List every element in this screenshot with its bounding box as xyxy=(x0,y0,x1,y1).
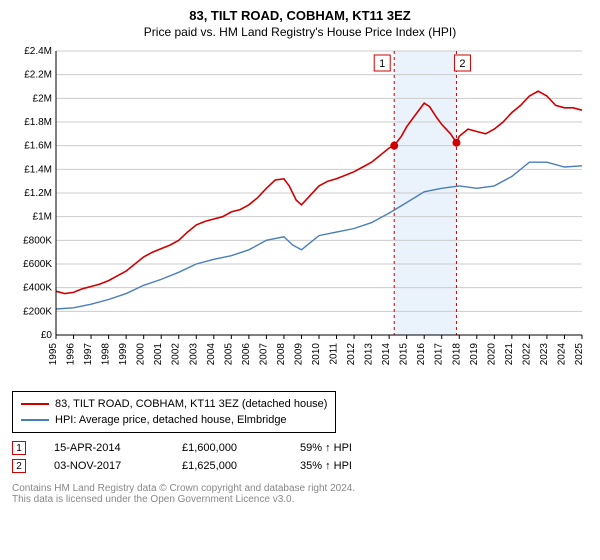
svg-text:2013: 2013 xyxy=(364,343,375,366)
svg-text:2021: 2021 xyxy=(504,343,515,366)
legend-swatch xyxy=(21,419,49,421)
svg-text:£2.4M: £2.4M xyxy=(24,46,52,57)
legend-label: HPI: Average price, detached house, Elmb… xyxy=(55,412,287,428)
svg-text:1998: 1998 xyxy=(101,343,112,366)
svg-text:2020: 2020 xyxy=(486,343,497,366)
sale-hpi: 35% ↑ HPI xyxy=(300,460,352,472)
svg-text:2016: 2016 xyxy=(416,343,427,366)
svg-text:£1M: £1M xyxy=(33,212,52,223)
svg-text:£1.2M: £1.2M xyxy=(24,188,52,199)
svg-text:£600K: £600K xyxy=(23,259,52,270)
sales-table: 1 15-APR-2014 £1,600,000 59% ↑ HPI 2 03-NOV-2… xyxy=(12,441,588,477)
svg-text:£0: £0 xyxy=(41,330,53,341)
svg-text:2012: 2012 xyxy=(346,343,357,366)
svg-text:1996: 1996 xyxy=(66,343,77,366)
svg-text:£1.6M: £1.6M xyxy=(24,141,52,152)
svg-text:2024: 2024 xyxy=(556,343,567,366)
svg-text:2003: 2003 xyxy=(188,343,199,366)
svg-text:2017: 2017 xyxy=(434,343,445,366)
svg-text:£1.4M: £1.4M xyxy=(24,164,52,175)
svg-text:2007: 2007 xyxy=(258,343,269,366)
svg-text:1999: 1999 xyxy=(118,343,129,366)
svg-text:£200K: £200K xyxy=(23,306,52,317)
legend-item: HPI: Average price, detached house, Elmb… xyxy=(21,412,327,428)
svg-text:£400K: £400K xyxy=(23,283,52,294)
svg-text:2015: 2015 xyxy=(399,343,410,366)
svg-text:2019: 2019 xyxy=(469,343,480,366)
svg-text:£800K: £800K xyxy=(23,235,52,246)
svg-text:2: 2 xyxy=(459,58,465,70)
chart-area: £0 £200K £400K £600K £800K £1M £1.2M £1.4M £1.6M… xyxy=(12,45,588,385)
sale-date: 15-APR-2014 xyxy=(54,442,154,454)
footer-line-1: Contains HM Land Registry data © Crown c… xyxy=(12,483,588,494)
svg-text:£2M: £2M xyxy=(33,93,52,104)
svg-text:2009: 2009 xyxy=(293,343,304,366)
sale-marker-box: 1 xyxy=(12,441,26,455)
svg-text:2011: 2011 xyxy=(329,343,340,365)
svg-text:2023: 2023 xyxy=(539,343,550,366)
svg-text:1995: 1995 xyxy=(48,343,59,366)
svg-text:1: 1 xyxy=(379,58,385,70)
sale-row: 1 15-APR-2014 £1,600,000 59% ↑ HPI xyxy=(12,441,588,455)
svg-text:£1.8M: £1.8M xyxy=(24,117,52,128)
svg-text:£2.2M: £2.2M xyxy=(24,70,52,81)
svg-text:2025: 2025 xyxy=(574,343,585,366)
svg-text:2010: 2010 xyxy=(311,343,322,366)
svg-text:2022: 2022 xyxy=(521,343,532,366)
svg-text:2004: 2004 xyxy=(206,343,217,366)
chart-title: 83, TILT ROAD, COBHAM, KT11 3EZ xyxy=(12,8,588,23)
legend-label: 83, TILT ROAD, COBHAM, KT11 3EZ (detache… xyxy=(55,396,327,412)
svg-text:2001: 2001 xyxy=(153,343,164,366)
line-chart: £0 £200K £400K £600K £800K £1M £1.2M £1.4M £1.6M… xyxy=(12,45,588,385)
footer-line-2: This data is licensed under the Open Gov… xyxy=(12,494,588,505)
legend-item: 83, TILT ROAD, COBHAM, KT11 3EZ (detache… xyxy=(21,396,327,412)
svg-text:2000: 2000 xyxy=(136,343,147,366)
svg-text:2008: 2008 xyxy=(276,343,287,366)
svg-text:2006: 2006 xyxy=(241,343,252,366)
svg-text:2014: 2014 xyxy=(381,343,392,366)
legend: 83, TILT ROAD, COBHAM, KT11 3EZ (detache… xyxy=(12,391,336,433)
chart-subtitle: Price paid vs. HM Land Registry's House … xyxy=(12,25,588,39)
svg-text:2005: 2005 xyxy=(223,343,234,366)
sale-price: £1,600,000 xyxy=(182,442,272,454)
legend-swatch xyxy=(21,403,49,405)
sale-row: 2 03-NOV-2017 £1,625,000 35% ↑ HPI xyxy=(12,459,588,473)
svg-text:2002: 2002 xyxy=(171,343,182,366)
chart-container: 83, TILT ROAD, COBHAM, KT11 3EZ Price pa… xyxy=(0,0,600,560)
sale-marker-box: 2 xyxy=(12,459,26,473)
svg-text:1997: 1997 xyxy=(83,343,94,366)
sale-date: 03-NOV-2017 xyxy=(54,460,154,472)
sale-hpi: 59% ↑ HPI xyxy=(300,442,352,454)
footer-attribution: Contains HM Land Registry data © Crown c… xyxy=(12,483,588,505)
sale-price: £1,625,000 xyxy=(182,460,272,472)
svg-text:2018: 2018 xyxy=(451,343,462,366)
